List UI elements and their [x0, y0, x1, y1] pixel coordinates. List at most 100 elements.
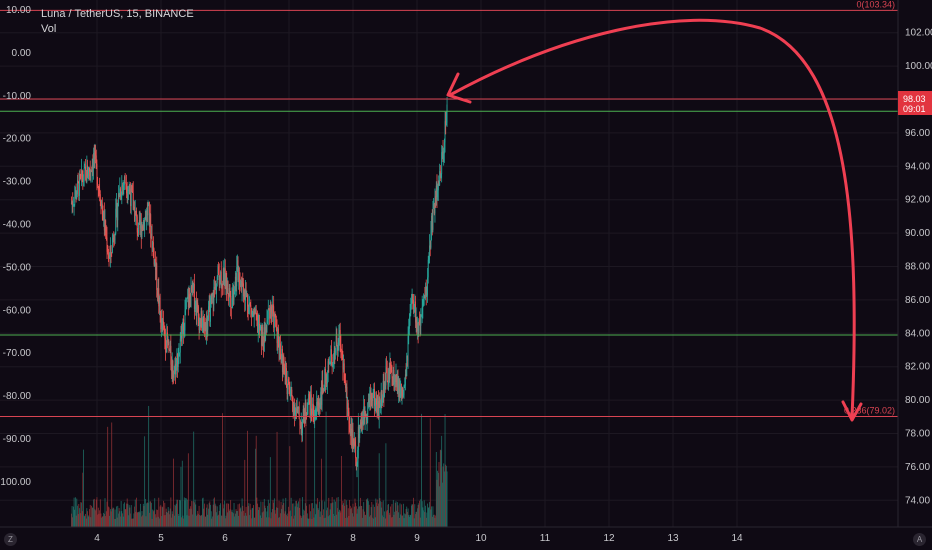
volume-bar [336, 497, 338, 527]
arrow-curve[interactable] [448, 18, 856, 420]
candle-body [89, 167, 90, 172]
candle-body [271, 312, 273, 314]
candle-body [361, 420, 363, 425]
candle-body [288, 384, 290, 390]
candle-body [180, 334, 182, 339]
zoom-reset-button[interactable]: Z [4, 533, 17, 546]
candle-body [363, 406, 365, 424]
candle-body [318, 402, 320, 406]
volume-bar [310, 503, 312, 527]
volume-bar [379, 498, 381, 527]
left-axis-tick: -80.00 [3, 391, 32, 402]
candle-body [422, 305, 424, 308]
volume-bar [150, 502, 152, 527]
volume-bar [408, 515, 410, 527]
candle-body [117, 206, 119, 221]
candle-body [380, 390, 382, 404]
volume-bar [333, 499, 335, 527]
candle-body [238, 272, 240, 284]
volume-bar [187, 453, 189, 527]
candle-body [231, 298, 233, 308]
volume-bar [396, 502, 398, 527]
candle-body [148, 202, 150, 206]
volume-bar [224, 518, 226, 527]
candle-body [418, 319, 420, 333]
candle-body [154, 258, 156, 265]
candle-body [100, 201, 102, 209]
volume-bar [232, 512, 234, 527]
volume-bar [445, 464, 447, 527]
volume-bar [105, 511, 107, 527]
volume-bar [240, 507, 242, 527]
candle-body [369, 390, 371, 401]
volume-indicator-label[interactable]: Vol [41, 23, 57, 35]
candle-body [324, 368, 326, 384]
volume-bar [80, 502, 82, 527]
symbol-title[interactable]: Luna / TetherUS, 15, BINANCE [41, 8, 194, 20]
candle-body [381, 390, 383, 403]
volume-bar [325, 411, 327, 527]
candle-body [210, 294, 212, 299]
candle-body [412, 299, 414, 309]
candle-body [169, 349, 170, 352]
candle-body [353, 441, 355, 449]
candle-body [398, 379, 400, 398]
volume-bar [197, 510, 199, 527]
volume-bar [223, 504, 225, 527]
candle-body [161, 318, 163, 327]
volume-bar [108, 507, 110, 527]
horizontal-levels[interactable] [0, 9, 898, 417]
candle-body [195, 300, 197, 307]
volume-bar [364, 515, 366, 527]
volume-bar [307, 518, 309, 527]
volume-bar [107, 426, 109, 527]
candle-body [144, 218, 146, 231]
candle-body [302, 419, 304, 434]
volume-bar [369, 516, 371, 527]
candle-body [421, 307, 423, 316]
candle-body [408, 317, 410, 329]
volume-bar [92, 508, 94, 527]
candle-body [119, 188, 121, 197]
volume-bar [356, 513, 358, 527]
volume-bar [116, 517, 118, 527]
candle-body [171, 360, 173, 372]
volume-bar [370, 515, 371, 527]
candle-body [387, 380, 389, 385]
candle-body [136, 214, 138, 217]
volume-bar [131, 518, 133, 527]
candle-body [386, 368, 388, 381]
volume-bar [173, 458, 174, 527]
candle-body [443, 142, 445, 154]
volume-bar [265, 508, 267, 527]
curved-arrow-annotation[interactable] [446, 18, 863, 422]
candle-body [311, 410, 313, 415]
candle-body [394, 377, 396, 385]
volume-bar [282, 505, 283, 527]
candle-body [87, 176, 89, 178]
volume-bar [189, 506, 191, 527]
candle-body [376, 404, 378, 417]
candle-body [406, 355, 408, 377]
volume-bar [203, 508, 205, 527]
candle-body [240, 280, 242, 284]
candle-body [394, 377, 396, 383]
volume-bar [100, 513, 102, 527]
volume-bar [404, 513, 406, 527]
candle-body [327, 361, 329, 381]
candle-body [324, 368, 326, 391]
candle-body [198, 315, 200, 330]
volume-bar [148, 405, 150, 527]
volume-bar [273, 498, 275, 527]
volume-bar [329, 509, 331, 527]
candle-body [185, 309, 187, 311]
candle-body [335, 352, 336, 354]
candle-body [281, 349, 283, 363]
volume-bar [283, 503, 285, 527]
volume-bar [111, 422, 113, 527]
candle-body [108, 255, 110, 258]
volume-bar [138, 512, 139, 527]
auto-scale-button[interactable]: A [913, 533, 926, 546]
candle-body [299, 419, 301, 426]
